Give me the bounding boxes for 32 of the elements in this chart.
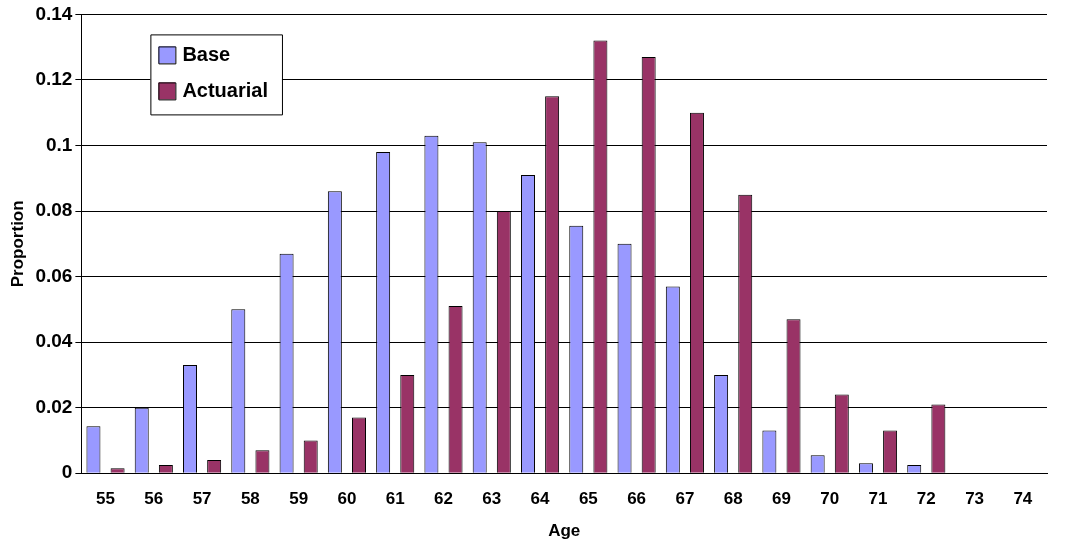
x-tick-label: 72 — [916, 489, 936, 509]
x-tick-label: 58 — [240, 489, 260, 509]
y-tick-label: 0.1 — [45, 133, 73, 155]
x-tick-label: 61 — [385, 489, 405, 509]
y-tick-label: 0.12 — [35, 68, 73, 90]
y-tick-label: 0.06 — [35, 264, 73, 286]
x-tick-label: 70 — [820, 489, 840, 509]
x-tick-label: 55 — [96, 489, 115, 509]
x-tick-label: 69 — [771, 489, 791, 509]
y-tick-label: 0.14 — [35, 2, 73, 24]
x-tick-label: 63 — [482, 489, 502, 509]
x-tick-label: 74 — [1013, 489, 1033, 509]
x-tick-label: 67 — [675, 489, 695, 509]
x-tick-label: 71 — [868, 489, 888, 509]
x-tick-label: 59 — [289, 489, 309, 509]
x-tick-label: 65 — [578, 489, 598, 509]
legend-label: Base — [182, 42, 231, 65]
y-tick-label: 0.08 — [35, 199, 73, 221]
y-tick-label: 0.02 — [35, 395, 73, 417]
x-tick-label: 56 — [144, 489, 164, 509]
y-tick-label: 0.04 — [35, 330, 73, 352]
legend-label: Actuarial — [182, 78, 268, 101]
x-axis-title: Age — [548, 521, 581, 541]
y-axis-title: Proportion — [7, 200, 27, 288]
x-tick-label: 60 — [337, 489, 357, 509]
x-tick-label: 73 — [965, 489, 985, 509]
x-tick-label: 66 — [627, 489, 647, 509]
y-tick-label: 0 — [61, 461, 73, 483]
x-tick-label: 57 — [192, 489, 212, 509]
x-tick-label: 62 — [434, 489, 453, 509]
x-tick-label: 64 — [530, 489, 551, 509]
x-tick-label: 68 — [723, 489, 743, 509]
